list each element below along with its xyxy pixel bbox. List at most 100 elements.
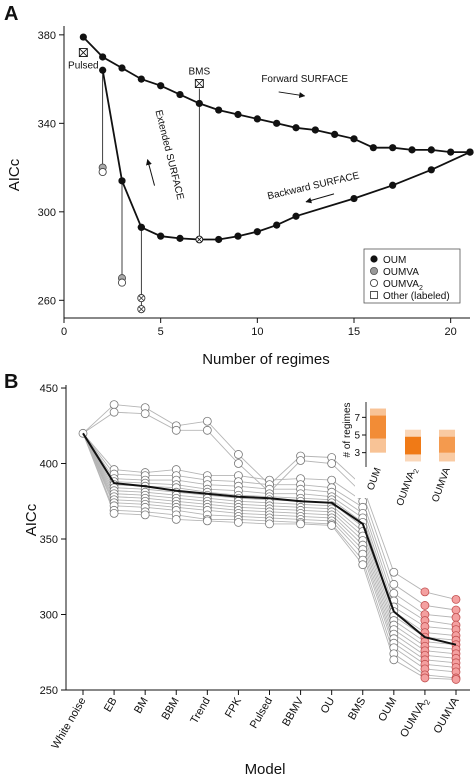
- panel-b-point: [202, 425, 212, 435]
- panel-b-category-text: OU: [319, 695, 338, 715]
- panel-a-point: [408, 146, 416, 154]
- panel-a-point: [99, 66, 107, 74]
- panel-a-anno-forward: Forward SURFACE: [261, 74, 348, 85]
- panel-a-anno-extended: Extended SURFACE: [152, 109, 185, 202]
- panel-a-x-tick-label: 10: [251, 326, 263, 338]
- inset-cell: [405, 436, 421, 455]
- panel-a-series-line-0: [82, 36, 470, 153]
- panel-b-category-text: OUMVA: [431, 695, 461, 736]
- panel-b-y-tick-label: 400: [40, 459, 58, 471]
- legend-other-label: Other (labeled): [383, 291, 450, 302]
- panel-a-y-tick-label: 300: [38, 207, 56, 219]
- panel-a-point: [447, 148, 455, 156]
- legend-oumva2-label: OUMVA2: [383, 279, 423, 292]
- panel-b-point: [389, 655, 399, 665]
- panel-b-point: [171, 425, 181, 435]
- panel-a-anno-extended-arrow: [146, 158, 156, 186]
- legend-oumva-marker: [369, 266, 378, 275]
- inset-y-tick-label: 3: [354, 448, 360, 459]
- inset-ylabel: # of regimes: [342, 402, 353, 457]
- panel-b-category-sub: 2: [422, 698, 432, 707]
- inset-cells: [370, 408, 455, 462]
- panel-b-category-label: BMS: [346, 696, 368, 723]
- panel-b-point: [109, 508, 119, 518]
- panel-b-category-labels: White noise EB BM BBM Trend FPK Pulsed BBMV OU BM…: [49, 695, 461, 751]
- panel-b-point: [140, 510, 150, 520]
- panel-b-category-label: OUMVA: [431, 695, 461, 736]
- panel-a-point: [292, 212, 300, 220]
- panel-b-category-label: BBM: [160, 696, 182, 723]
- panel-b-y-tick-label: 250: [40, 685, 58, 697]
- panel-b-letter: B: [4, 371, 18, 393]
- panel-b-xlabel: Model: [245, 761, 286, 778]
- panel-a-point: [215, 106, 223, 114]
- panel-b-mean-line: [82, 432, 457, 646]
- panel-a-letter: A: [4, 3, 18, 25]
- panel-a-point: [79, 33, 87, 41]
- panel-b-category-text: EB: [102, 696, 120, 715]
- panel-a-point: [234, 110, 242, 119]
- panel-b-point: [140, 409, 150, 419]
- inset-y-tick-label: 5: [354, 431, 360, 442]
- legend-oum-marker: [370, 255, 378, 263]
- panel-b-category-label: OU: [319, 695, 338, 715]
- panel-b-point: [234, 450, 243, 459]
- panel-a-series-line-2: [140, 151, 471, 241]
- panel-a-point: [350, 194, 358, 203]
- panel-b-point: [296, 456, 305, 465]
- panel-b-category-text: BM: [132, 696, 151, 716]
- legend-oumva2-marker: [369, 278, 379, 288]
- panel-a-xlabel: Number of regimes: [202, 351, 330, 368]
- panel-b-point: [327, 521, 337, 530]
- panel-b-point: [109, 407, 119, 417]
- panel-a-point: [466, 148, 474, 156]
- panel-b-category-label: Pulsed: [248, 696, 275, 731]
- panel-a-point: [118, 64, 126, 72]
- panel-b-point: [451, 595, 461, 604]
- panel-b-point: [109, 400, 119, 410]
- panel-a-point: [234, 232, 242, 240]
- panel-b-point: [171, 514, 181, 524]
- panel-b-point: [389, 579, 399, 589]
- panel-a-oumva2-marker: [98, 167, 107, 177]
- panel-a-y-tick-label: 260: [38, 295, 56, 307]
- panel-a-bms-backward-cross: [196, 236, 202, 243]
- panel-b-point: [202, 516, 212, 526]
- panel-a-labeled-square-cross: [195, 79, 204, 88]
- panel-b-y-tick-label: 450: [40, 383, 58, 395]
- panel-a-point: [369, 144, 377, 152]
- panel-b-point: [451, 675, 461, 684]
- legend-oumva2-sub: 2: [419, 285, 423, 292]
- panel-a-label-bms: BMS: [188, 67, 210, 78]
- panel-b-point: [420, 673, 430, 683]
- panel-a-point: [311, 126, 319, 134]
- panel-a-point: [253, 228, 261, 236]
- inset-cell: [439, 436, 455, 453]
- panel-a-anno-backward: Backward SURFACE: [266, 170, 360, 202]
- panel-a-point: [350, 135, 358, 143]
- panel-a-y-tick-label: 340: [38, 118, 56, 130]
- panel-b-category-text: BBM: [160, 696, 182, 723]
- panel-b-category-label: BBMV: [280, 695, 306, 729]
- inset-category-sub: 2: [413, 468, 421, 474]
- panel-b-points: [78, 400, 461, 684]
- panel-a-point: [157, 232, 165, 240]
- panel-a-point: [253, 115, 261, 123]
- panel-b-point: [389, 567, 399, 577]
- panel-a-point: [137, 223, 145, 231]
- panel-b-point: [358, 560, 368, 570]
- panel-a-anno-backward-arrow: [305, 193, 335, 204]
- panel-b-point: [234, 518, 243, 527]
- panel-b-point: [420, 601, 430, 610]
- panel-a-point: [427, 146, 435, 154]
- panel-b-category-label: OUMVA2: [398, 695, 432, 741]
- panel-b-point: [327, 459, 337, 468]
- panel-a-legend: OUM OUMVA OUMVA2 Other (labeled): [363, 248, 461, 304]
- legend-other-marker: [370, 291, 378, 299]
- panel-a-y-tick-label: 380: [38, 30, 56, 42]
- panel-b-ylabel: AICc: [23, 503, 40, 536]
- panel-b-category-label: BM: [132, 696, 151, 716]
- panel-b-y-tick-label: 350: [40, 534, 58, 546]
